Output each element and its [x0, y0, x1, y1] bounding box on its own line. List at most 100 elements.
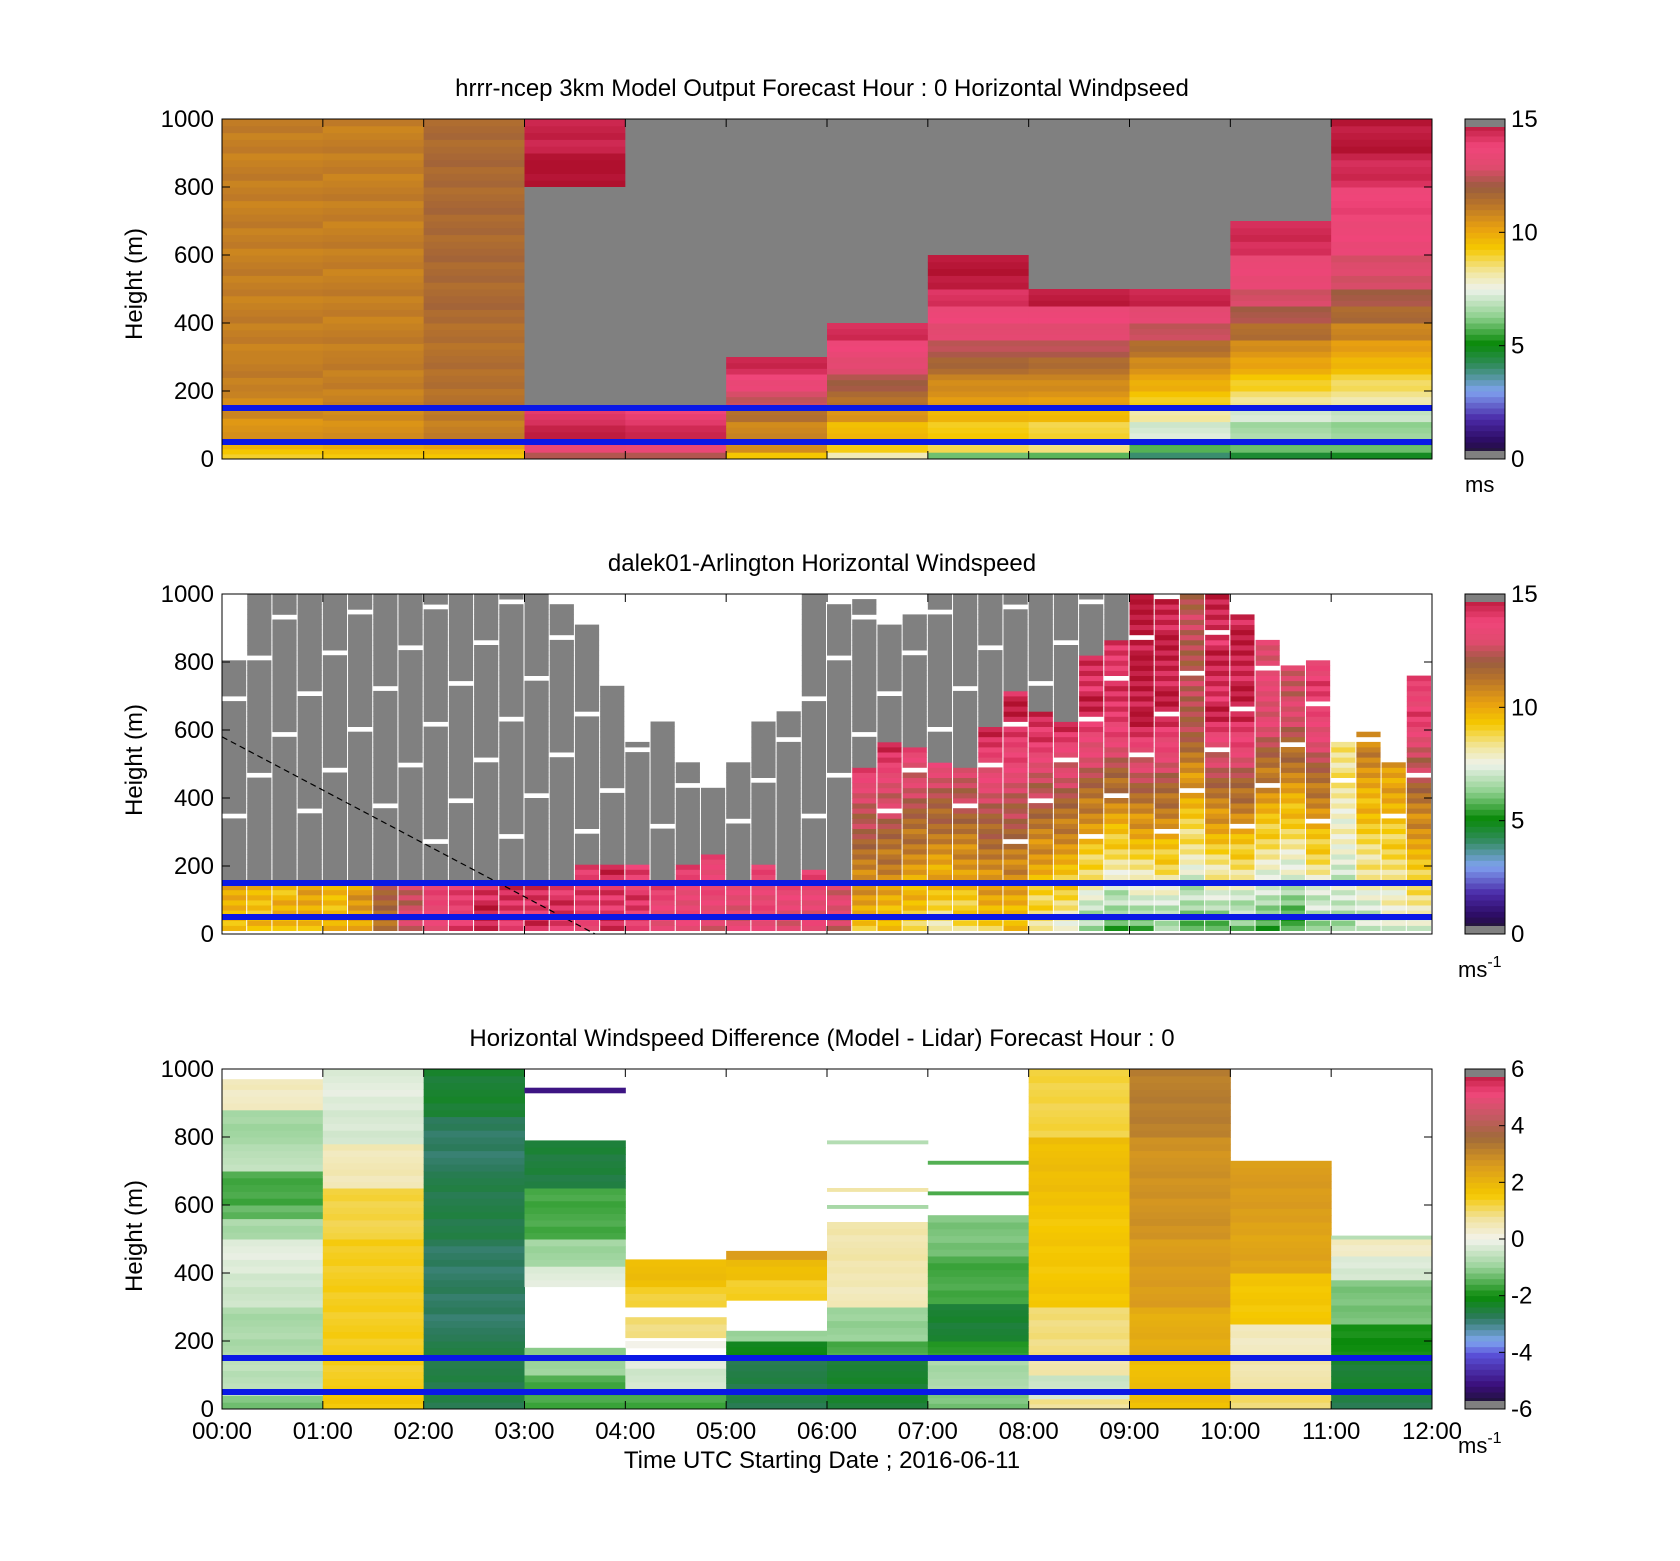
heatmap-cell [726, 843, 751, 850]
heatmap-cell [1179, 706, 1205, 712]
heatmap-cell [801, 726, 826, 733]
heatmap-cell [801, 706, 826, 712]
heatmap-cell [524, 894, 549, 901]
heatmap-cell [1331, 445, 1433, 453]
heatmap-cell [1028, 1184, 1130, 1192]
heatmap-cell [650, 905, 675, 911]
heatmap-cell [852, 813, 877, 819]
heatmap-cell [474, 680, 499, 687]
heatmap-cell [1129, 701, 1154, 707]
heatmap-cell [1104, 864, 1129, 870]
heatmap-cell [1129, 1157, 1231, 1165]
heatmap-cell [1230, 1215, 1332, 1223]
heatmap-cell [247, 685, 272, 692]
heatmap-cell [700, 792, 726, 799]
heatmap-cell [1179, 889, 1205, 896]
heatmap-cell [625, 920, 650, 926]
heatmap-cell [827, 1327, 929, 1335]
heatmap-cell [373, 741, 398, 748]
heatmap-cell [297, 767, 322, 773]
heatmap-cell [877, 828, 902, 835]
heatmap-cell [953, 609, 978, 615]
heatmap-cell [927, 762, 953, 768]
heatmap-cell [650, 721, 675, 727]
heatmap-cell [675, 905, 700, 911]
heatmap-cell [675, 818, 700, 824]
heatmap-cell [927, 843, 953, 850]
heatmap-cell [1129, 345, 1231, 352]
heatmap-cell [1129, 1245, 1231, 1254]
heatmap-cell [1003, 650, 1028, 656]
heatmap-cell [877, 864, 902, 870]
heatmap-cell [726, 1273, 828, 1281]
heatmap-cell [902, 721, 927, 727]
heatmap-cell [549, 798, 574, 804]
heatmap-cell [1129, 1326, 1231, 1333]
heatmap-cell [1053, 838, 1079, 845]
heatmap-cell [322, 207, 425, 215]
heatmap-cell [650, 818, 675, 824]
heatmap-cell [524, 685, 549, 692]
colorbar-segment [1465, 374, 1505, 381]
heatmap-cell [1331, 828, 1356, 835]
heatmap-cell [1230, 629, 1255, 636]
heatmap-cell [902, 798, 927, 804]
heatmap-cell [1230, 792, 1255, 799]
heatmap-cell [625, 445, 727, 453]
heatmap-cell [247, 680, 272, 687]
heatmap-cell [1205, 650, 1230, 656]
heatmap-cell [650, 813, 675, 819]
heatmap-cell [322, 1200, 425, 1208]
heatmap-cell [1003, 599, 1028, 605]
colorbar-segment [1465, 849, 1505, 856]
heatmap-cell [524, 1239, 626, 1247]
colorbar-segment [1465, 809, 1505, 816]
heatmap-cell [978, 747, 1003, 753]
heatmap-cell [423, 1177, 525, 1186]
heatmap-cell [247, 706, 272, 712]
heatmap-cell [776, 818, 801, 824]
heatmap-cell [1230, 680, 1255, 687]
heatmap-cell [322, 747, 348, 753]
heatmap-cell [978, 803, 1003, 809]
heatmap-cell [1255, 757, 1280, 763]
heatmap-cell [978, 690, 1003, 697]
heatmap-cell [1079, 721, 1104, 727]
heatmap-cell [927, 614, 953, 620]
heatmap-cell [978, 925, 1003, 931]
heatmap-cell [625, 859, 650, 865]
heatmap-cell [423, 690, 448, 697]
colorbar-segment [1465, 1250, 1505, 1257]
heatmap-cell [423, 1320, 525, 1328]
colorbar-segment [1465, 260, 1505, 267]
heatmap-cell-no-data [524, 187, 626, 408]
heatmap-cell [827, 1383, 929, 1391]
heatmap-cell [978, 680, 1003, 687]
heatmap-cell [1255, 854, 1280, 860]
heatmap-cell [322, 1069, 425, 1077]
heatmap-cell [247, 777, 272, 784]
heatmap-cell [827, 1320, 929, 1328]
heatmap-cell [953, 925, 978, 931]
heatmap-cell [297, 711, 322, 717]
heatmap-cell [650, 767, 675, 773]
heatmap-cell [474, 900, 499, 906]
heatmap-cell [474, 650, 499, 656]
heatmap-cell [222, 180, 324, 188]
heatmap-cell [474, 594, 499, 600]
heatmap-cell [1079, 803, 1104, 809]
colorbar-segment [1465, 673, 1505, 680]
heatmap-cell [1028, 782, 1053, 789]
heatmap-cell [650, 833, 675, 840]
heatmap-cell [448, 670, 474, 676]
heatmap-cell [247, 624, 272, 631]
heatmap-cell [726, 396, 828, 403]
heatmap-cell [1230, 741, 1255, 748]
heatmap-cell [1129, 427, 1231, 434]
heatmap-cell [1003, 665, 1028, 671]
heatmap-cell [1331, 874, 1356, 880]
heatmap-cell [953, 599, 978, 605]
heatmap-cell [625, 905, 650, 911]
